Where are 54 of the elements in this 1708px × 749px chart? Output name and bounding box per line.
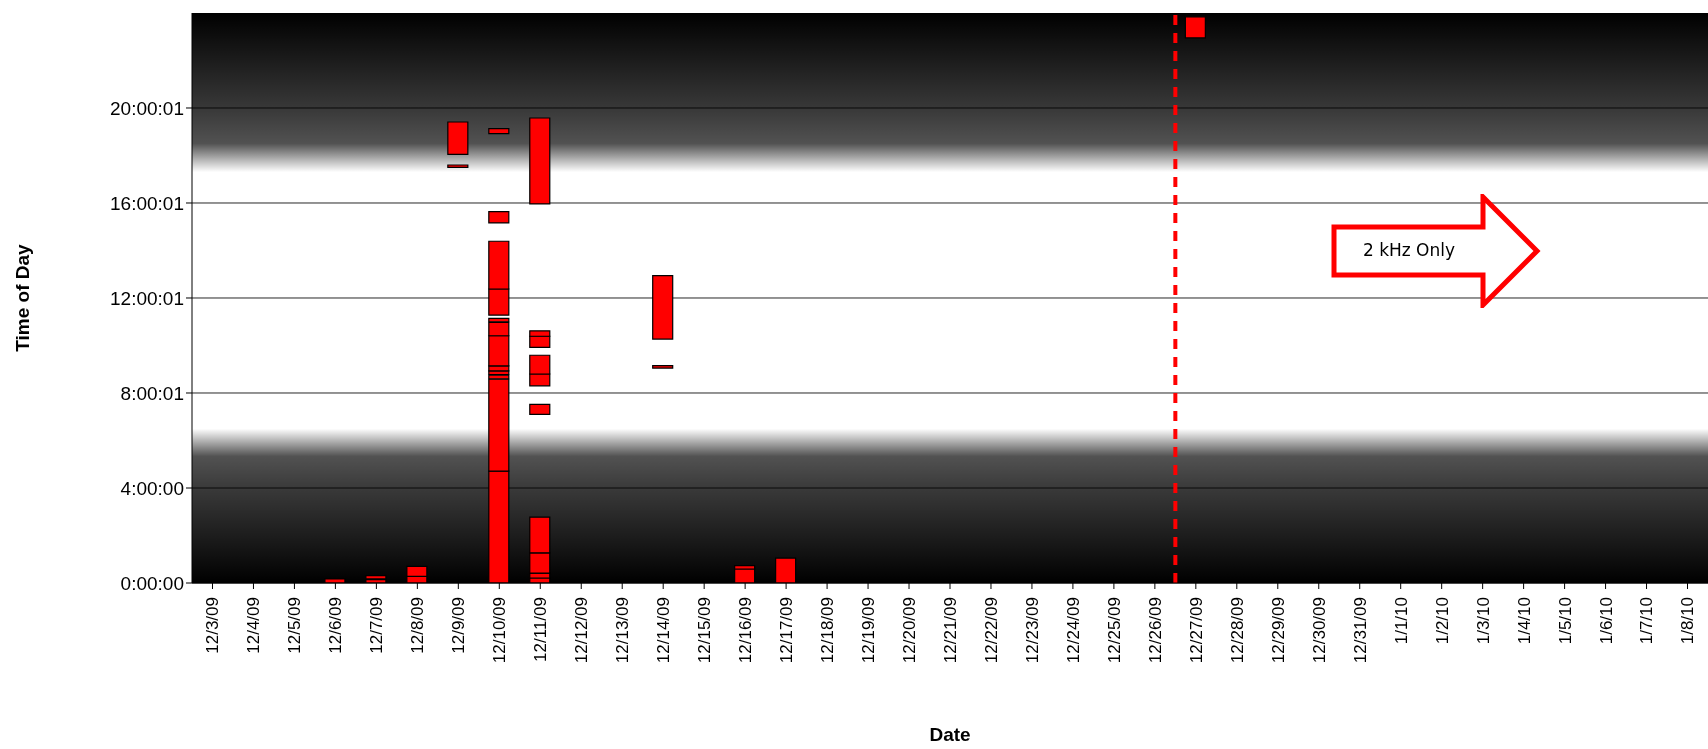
x-tick-label: 12/5/09 bbox=[285, 597, 305, 654]
x-tick-label: 1/1/10 bbox=[1391, 597, 1411, 645]
x-tick-label: 12/14/09 bbox=[654, 597, 674, 664]
bar bbox=[488, 128, 510, 135]
y-tick-label: 8:00:01 bbox=[120, 382, 184, 404]
y-tick-label: 20:00:01 bbox=[110, 97, 184, 119]
bar bbox=[365, 575, 387, 580]
x-tick-label: 12/3/09 bbox=[203, 597, 223, 654]
y-axis-title: Time of Day bbox=[11, 243, 33, 352]
x-tick-label: 12/22/09 bbox=[981, 597, 1001, 664]
x-tick-label: 1/5/10 bbox=[1555, 597, 1575, 645]
x-tick-label: 1/2/10 bbox=[1432, 597, 1452, 645]
x-tick-label: 12/28/09 bbox=[1227, 597, 1247, 664]
x-tick-label: 12/26/09 bbox=[1145, 597, 1165, 664]
x-tick-label: 1/7/10 bbox=[1637, 597, 1657, 645]
x-tick-label: 12/18/09 bbox=[818, 597, 838, 664]
x-tick-label: 12/19/09 bbox=[859, 597, 878, 664]
y-tick-label: 16:00:01 bbox=[110, 192, 184, 214]
x-tick-label: 1/4/10 bbox=[1514, 597, 1534, 645]
x-tick-label: 12/13/09 bbox=[613, 597, 633, 664]
x-tick-label: 12/16/09 bbox=[736, 597, 756, 664]
bar bbox=[447, 121, 469, 155]
x-tick-label: 12/4/09 bbox=[244, 597, 264, 654]
x-tick-label: 12/9/09 bbox=[449, 597, 469, 654]
bar bbox=[529, 403, 551, 415]
x-tick-label: 12/15/09 bbox=[695, 597, 715, 664]
bar bbox=[1184, 16, 1206, 39]
x-tick-label: 12/24/09 bbox=[1063, 597, 1083, 664]
x-tick-label: 12/27/09 bbox=[1186, 597, 1206, 664]
x-tick-label: 12/12/09 bbox=[572, 597, 592, 664]
x-tick-label: 12/17/09 bbox=[777, 597, 797, 664]
x-axis-title: Date bbox=[929, 724, 971, 745]
bar bbox=[447, 164, 469, 168]
x-tick-label: 12/29/09 bbox=[1268, 597, 1288, 664]
x-tick-label: 1/3/10 bbox=[1473, 597, 1493, 645]
x-tick-label: 12/7/09 bbox=[367, 597, 387, 654]
y-tick-label: 12:00:01 bbox=[110, 287, 184, 309]
x-tick-label: 1/8/10 bbox=[1678, 597, 1698, 645]
bar bbox=[488, 210, 510, 224]
x-tick-label: 12/8/09 bbox=[408, 597, 428, 654]
x-tick-label: 12/20/09 bbox=[899, 597, 919, 664]
x-tick-label: 12/6/09 bbox=[326, 597, 346, 654]
x-tick-label: 12/10/09 bbox=[490, 597, 510, 664]
x-tick-label: 12/23/09 bbox=[1022, 597, 1042, 664]
y-tick-label: 0:00:00 bbox=[120, 572, 184, 594]
bar bbox=[652, 365, 674, 369]
annotation: 2 kHz Only bbox=[1361, 240, 1457, 260]
x-tick-label: 12/11/09 bbox=[531, 597, 551, 662]
x-tick-label: 12/25/09 bbox=[1104, 597, 1124, 664]
x-tick-label: 12/30/09 bbox=[1309, 597, 1329, 664]
x-tick-label: 1/6/10 bbox=[1596, 597, 1616, 645]
y-tick-label: 4:00:00 bbox=[120, 477, 184, 499]
x-tick-label: 12/21/09 bbox=[940, 597, 960, 664]
x-tick-label: 12/31/09 bbox=[1350, 597, 1370, 664]
